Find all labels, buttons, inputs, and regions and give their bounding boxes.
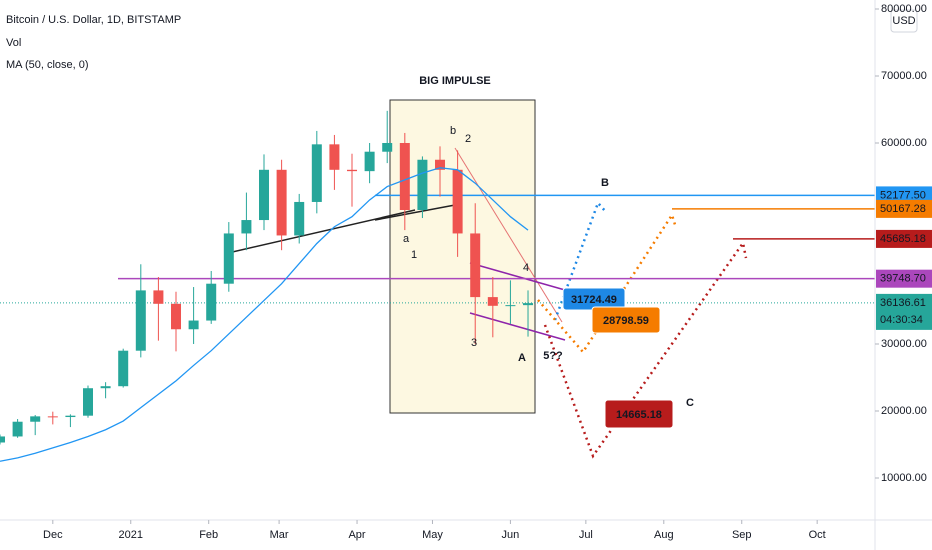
- drawings: [227, 147, 748, 459]
- annotation: a: [403, 233, 410, 245]
- candle-body: [223, 233, 234, 284]
- x-tick-label: Apr: [348, 529, 365, 541]
- candle-body: [153, 290, 164, 304]
- candle-body: [83, 388, 94, 416]
- candle-body: [329, 144, 340, 170]
- currency[interactable]: USD: [892, 15, 915, 27]
- callout-box: [604, 399, 674, 429]
- annotation: 1: [411, 249, 417, 261]
- candle-body: [399, 142, 410, 210]
- projection: [537, 212, 678, 355]
- x-tick-label: 2021: [119, 529, 143, 541]
- candle-body: [47, 416, 58, 418]
- callout-text: 28798.59: [603, 315, 649, 327]
- candle-body: [241, 220, 252, 234]
- candle-body: [0, 436, 5, 443]
- symbol: Bitcoin / U.S. Dollar, 1D, BITSTAMP: [6, 14, 181, 26]
- price-label: 50167.28: [880, 203, 926, 215]
- moving-average: [0, 167, 529, 462]
- candle-body: [294, 201, 305, 236]
- price-label: 36136.61: [880, 297, 926, 309]
- x-tick-label: Sep: [732, 529, 752, 541]
- candle-body: [435, 159, 446, 170]
- candle-body: [30, 416, 41, 422]
- y-tick-label: 60000.00: [881, 137, 927, 149]
- x-tick-label: Jun: [502, 529, 520, 541]
- candle-body: [470, 233, 481, 298]
- candle-body: [100, 386, 111, 389]
- candle-body: [276, 169, 287, 236]
- candle-body: [206, 283, 217, 321]
- callout-text: 14665.18: [616, 409, 662, 421]
- candle-body: [12, 421, 23, 437]
- trendline: [454, 147, 563, 323]
- y-tick-label: 70000.00: [881, 70, 927, 82]
- price-label-bg: [876, 229, 932, 248]
- candle-body: [523, 303, 534, 306]
- annotation: 2: [465, 133, 471, 145]
- annotation: 4: [523, 262, 529, 274]
- price-label-bg: [876, 293, 932, 330]
- callout-text: 31724.49: [571, 294, 617, 306]
- annotation: B: [601, 177, 609, 189]
- candle-body: [65, 415, 76, 418]
- candle-body: [417, 159, 428, 210]
- x-tick-label: Mar: [270, 529, 289, 541]
- projection: [553, 200, 607, 321]
- candle-body: [118, 350, 129, 387]
- y-tick-label: 20000.00: [881, 405, 927, 417]
- y-tick-label: 80000.00: [881, 3, 927, 15]
- impulse-box: [389, 99, 536, 414]
- annotation: 5??: [543, 350, 563, 362]
- candle-body: [259, 169, 270, 221]
- candle-body: [382, 142, 393, 152]
- annotation: A: [518, 352, 526, 364]
- price-label: 52177.50: [880, 189, 926, 201]
- indicator: MA (50, close, 0): [6, 59, 89, 71]
- y-tick-label: 10000.00: [881, 472, 927, 484]
- x-tick-label: Jul: [579, 529, 593, 541]
- x-tick-label: Aug: [654, 529, 674, 541]
- candle-body: [311, 144, 322, 202]
- price-label: 39748.70: [880, 273, 926, 285]
- trendline: [374, 204, 456, 221]
- x-tick-label: Dec: [43, 529, 63, 541]
- y-tick-label: 30000.00: [881, 338, 927, 350]
- candle-body: [487, 297, 498, 306]
- candle-body: [364, 151, 375, 172]
- price-label: 45685.18: [880, 233, 926, 245]
- annotation: 3: [471, 337, 477, 349]
- candle-body: [505, 305, 516, 307]
- channel-line: [469, 262, 566, 291]
- price-label-bg: [876, 199, 932, 218]
- annotation: b: [450, 125, 456, 137]
- candle-body: [188, 320, 199, 330]
- candle-body: [135, 290, 146, 351]
- x-tick-label: Feb: [199, 529, 218, 541]
- countdown: 04:30:34: [880, 314, 923, 326]
- plot: [0, 110, 875, 462]
- currency-button[interactable]: [890, 9, 918, 33]
- candle-body: [171, 303, 182, 330]
- x-tick-label: Oct: [809, 529, 826, 541]
- indicator: Vol: [6, 37, 21, 49]
- channel-line: [469, 312, 566, 341]
- annotation: BIG IMPULSE: [419, 75, 491, 87]
- trendline: [227, 209, 416, 254]
- candle-body: [452, 169, 463, 234]
- callout-box: [591, 306, 661, 334]
- price-label-bg: [876, 269, 932, 288]
- candle-body: [347, 169, 358, 172]
- x-tick-label: May: [422, 529, 443, 541]
- annotation: C: [686, 397, 694, 409]
